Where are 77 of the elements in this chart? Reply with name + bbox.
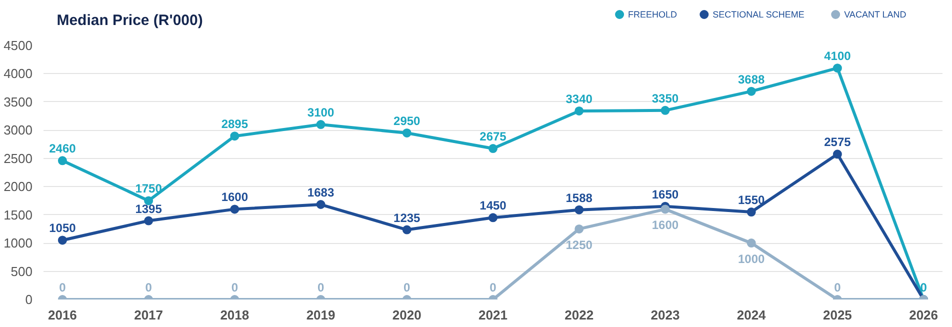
point [58,236,67,245]
point [230,204,240,214]
point [746,86,756,96]
x-tick-label: 2019 [306,308,336,322]
data-label: 2950 [394,114,421,128]
x-tick-label: 2018 [220,308,250,322]
data-label: 1395 [135,202,162,216]
data-label: 1750 [135,182,162,196]
point [832,150,842,159]
y-tick-label: 3000 [4,122,32,138]
x-tick-label: 2024 [736,308,767,322]
data-label: 0 [231,280,238,294]
legend-label: SECTIONAL SCHEME [712,10,804,20]
data-label: 2675 [480,130,507,144]
y-tick-label: 2000 [4,179,32,194]
data-label: 1600 [652,218,679,232]
x-tick-label: 2016 [48,308,77,322]
point [230,132,240,141]
point [574,106,584,116]
y-tick-label: 0 [25,292,33,307]
data-label: 1250 [566,238,593,252]
data-label: 1235 [394,210,421,225]
y-tick-label: 4500 [4,38,32,53]
data-label: 0 [404,280,411,294]
x-tick-label: 2021 [478,308,508,322]
point [746,238,756,248]
point [488,144,498,154]
data-label: 1600 [221,190,248,204]
x-tick-label: 2020 [392,308,422,322]
chart-title: Median Price (R'000) [56,12,203,29]
data-label: 0 [920,280,928,294]
data-label: 1450 [480,198,507,213]
point [144,216,154,226]
point [574,205,584,214]
point [660,204,670,214]
data-label: 1650 [652,187,679,202]
point [832,64,842,73]
data-label: 3688 [738,72,766,86]
point [488,213,498,222]
data-label: 3100 [307,106,334,120]
data-label: 2575 [824,135,852,150]
y-tick-label: 1500 [4,207,32,222]
point [58,156,67,166]
point [660,106,670,115]
data-label: 1050 [49,221,76,236]
legend-label: FREEHOLD [628,10,678,20]
y-tick-label: 4000 [4,66,32,82]
data-label: 2460 [49,142,76,156]
data-label: 3350 [652,91,679,106]
y-tick-label: 1000 [4,236,32,251]
point [402,128,412,138]
x-tick-label: 2026 [909,308,938,322]
point [316,200,326,209]
data-label: 4100 [824,49,852,64]
x-tick-label: 2025 [822,308,852,322]
y-tick-label: 2500 [4,150,32,166]
data-label: 0 [317,280,324,294]
data-label: 0 [59,280,66,294]
x-tick-label: 2022 [564,308,594,322]
data-label: 0 [834,280,842,294]
x-tick-label: 2023 [650,308,680,322]
legend-label: VACANT LAND [844,10,907,20]
data-label: 1550 [738,193,766,208]
data-label: 0 [490,280,497,294]
data-label: 1000 [738,252,766,266]
data-label: 1683 [307,186,334,200]
data-label: 3340 [566,92,593,106]
data-label: 1588 [566,190,593,205]
data-label: 2895 [221,117,248,132]
data-label: 0 [145,280,152,294]
point [574,224,584,234]
point [316,120,326,130]
y-tick-label: 3500 [4,94,32,110]
y-tick-label: 500 [10,264,33,279]
point [746,208,756,217]
x-tick-label: 2017 [134,308,164,322]
point [402,225,412,234]
